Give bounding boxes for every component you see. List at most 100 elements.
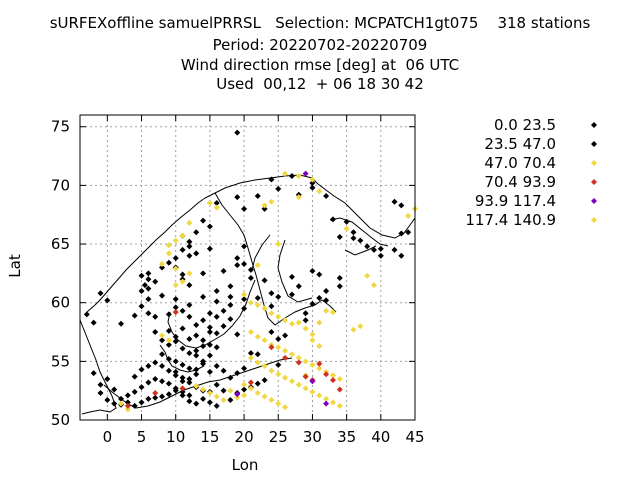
data-point xyxy=(172,372,179,379)
legend-entry-marker xyxy=(591,198,597,204)
data-point xyxy=(206,310,213,317)
data-point xyxy=(193,366,200,373)
data-point xyxy=(159,378,166,385)
data-point xyxy=(179,232,186,239)
legend-entry-marker xyxy=(591,160,597,166)
data-point xyxy=(186,243,193,250)
data-point xyxy=(309,184,316,191)
data-point xyxy=(131,402,138,409)
data-point xyxy=(97,290,104,297)
data-point xyxy=(200,395,207,402)
data-point xyxy=(275,313,282,320)
y-tick-label: 55 xyxy=(51,352,70,370)
data-point xyxy=(241,296,248,303)
legend-entry-label: 117.4 140.9 xyxy=(465,211,556,229)
data-point xyxy=(329,377,336,384)
data-point xyxy=(220,307,227,314)
data-point xyxy=(350,235,357,242)
data-point xyxy=(172,265,179,272)
data-point xyxy=(241,291,248,298)
data-point xyxy=(323,307,330,314)
y-tick-label: 70 xyxy=(51,176,70,194)
data-point xyxy=(377,252,384,259)
data-point xyxy=(97,381,104,388)
data-point xyxy=(316,319,323,326)
data-point xyxy=(131,373,138,380)
data-point xyxy=(138,303,145,310)
data-point xyxy=(213,298,220,305)
data-point xyxy=(323,371,330,378)
data-point xyxy=(364,243,371,250)
data-point xyxy=(302,358,309,365)
data-point xyxy=(302,373,309,380)
data-point xyxy=(206,368,213,375)
data-point xyxy=(206,324,213,331)
data-point xyxy=(186,238,193,245)
data-point xyxy=(213,199,220,206)
data-point xyxy=(261,277,268,284)
data-point xyxy=(213,287,220,294)
data-point xyxy=(165,337,172,344)
data-point xyxy=(343,225,350,232)
data-point xyxy=(165,311,172,318)
data-point xyxy=(336,375,343,382)
data-point xyxy=(343,218,350,225)
data-point xyxy=(234,331,241,338)
data-point xyxy=(193,352,200,359)
data-point xyxy=(268,198,275,205)
data-point xyxy=(309,388,316,395)
data-point xyxy=(309,378,316,385)
data-point xyxy=(254,351,261,358)
data-point xyxy=(145,296,152,303)
data-point xyxy=(247,379,254,386)
data-point xyxy=(138,384,145,391)
data-point xyxy=(316,365,323,372)
data-point xyxy=(282,404,289,411)
chart-title-line-1: sURFEXoffline samuelPRRSL Selection: MCP… xyxy=(49,14,591,32)
data-point xyxy=(179,325,186,332)
data-point xyxy=(172,296,179,303)
legend-entry-label: 70.4 93.9 xyxy=(484,173,556,191)
data-point xyxy=(391,246,398,253)
data-point xyxy=(206,352,213,359)
data-point xyxy=(227,283,234,290)
data-point xyxy=(316,392,323,399)
data-point xyxy=(145,363,152,370)
legend-entry-label: 23.5 47.0 xyxy=(484,135,556,153)
data-point xyxy=(172,385,179,392)
data-point xyxy=(254,380,261,387)
legend-entry-label: 47.0 70.4 xyxy=(484,154,556,172)
data-point xyxy=(241,386,248,393)
data-point xyxy=(241,305,248,312)
data-point xyxy=(179,246,186,253)
data-point xyxy=(295,283,302,290)
data-point xyxy=(268,176,275,183)
data-point xyxy=(336,402,343,409)
data-point xyxy=(234,391,241,398)
data-point xyxy=(288,351,295,358)
data-point xyxy=(398,252,405,259)
data-point xyxy=(131,312,138,319)
data-point xyxy=(104,375,111,382)
data-point xyxy=(268,290,275,297)
data-point xyxy=(316,271,323,278)
data-point xyxy=(398,202,405,209)
data-point xyxy=(323,395,330,402)
data-point xyxy=(241,365,248,372)
data-point xyxy=(261,202,268,209)
data-point xyxy=(172,304,179,311)
axis-ticks: 0 5 10 15 20 25 30 35 40 45 50 55 60 65 70 75 xyxy=(51,115,425,446)
data-point xyxy=(316,343,323,350)
data-point xyxy=(206,329,213,336)
data-point xyxy=(206,245,213,252)
data-point xyxy=(350,326,357,333)
data-point xyxy=(309,361,316,368)
data-point xyxy=(104,397,111,404)
data-point xyxy=(186,270,193,277)
data-point xyxy=(288,273,295,280)
data-point xyxy=(377,245,384,252)
x-tick-label: 35 xyxy=(337,428,356,446)
data-point xyxy=(282,317,289,324)
data-point xyxy=(295,319,302,326)
legend-entry-marker xyxy=(591,179,597,185)
